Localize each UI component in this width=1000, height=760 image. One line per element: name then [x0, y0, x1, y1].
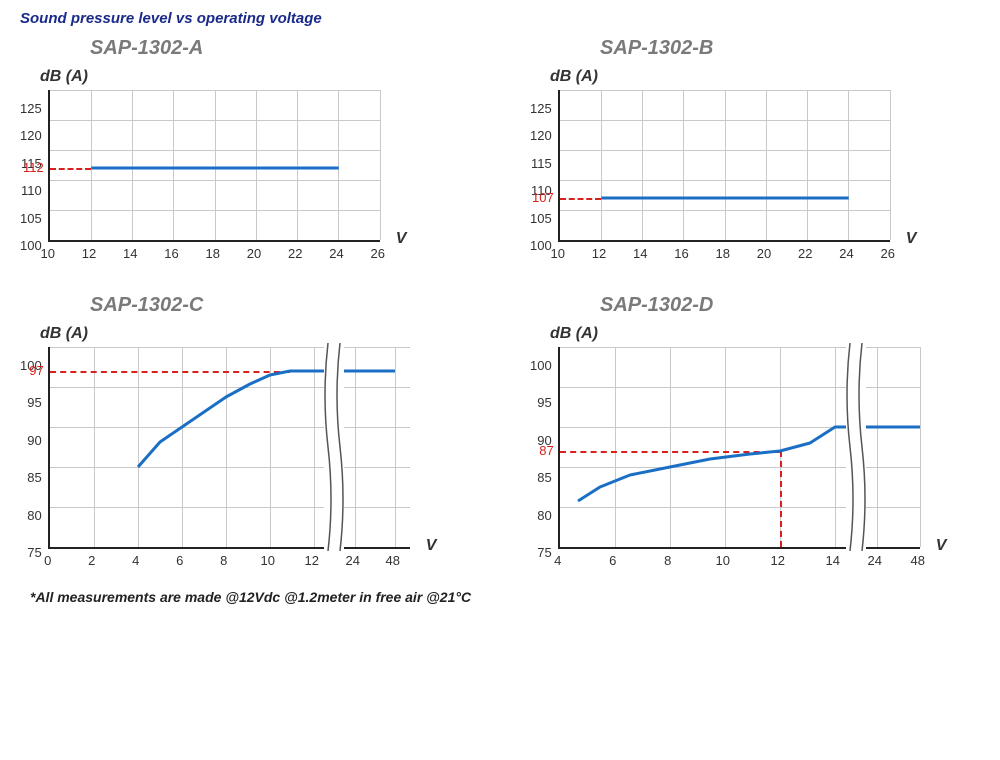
panel-b-marker-label: 107 — [532, 190, 554, 205]
panel-d-title: SAP-1302-D — [600, 294, 980, 317]
panel-c-xlabel: V — [426, 537, 437, 555]
panel-c-marker-label: 97 — [29, 363, 43, 378]
panel-a: SAP-1302-A dB (A) 125120115110105100 101… — [20, 37, 470, 264]
panel-b-title: SAP-1302-B — [600, 37, 980, 60]
footnote: *All measurements are made @12Vdc @1.2me… — [30, 589, 980, 605]
chart-grid: SAP-1302-A dB (A) 125120115110105100 101… — [20, 37, 980, 571]
panel-d: SAP-1302-D dB (A) 1009590858075 46810121… — [530, 294, 980, 571]
axis-break-icon — [324, 343, 344, 551]
panel-a-ylabel: dB (A) — [40, 68, 470, 86]
panel-b: SAP-1302-B dB (A) 125120115110105100 101… — [530, 37, 980, 264]
panel-d-marker-label: 87 — [539, 443, 553, 458]
panel-b-yticks: 125120115110105100 — [530, 102, 558, 252]
panel-d-plot — [558, 347, 920, 549]
panel-d-yticks: 1009590858075 — [530, 359, 558, 559]
panel-a-yticks: 125120115110105100 — [20, 102, 48, 252]
panel-d-xlabel: V — [936, 537, 947, 555]
panel-b-xlabel: V — [906, 230, 917, 248]
panel-c: SAP-1302-C dB (A) 1009590858075 02468101… — [20, 294, 470, 571]
panel-c-title: SAP-1302-C — [90, 294, 470, 317]
page-title: Sound pressure level vs operating voltag… — [20, 10, 980, 27]
panel-c-ylabel: dB (A) — [40, 325, 470, 343]
panel-a-marker-label: 112 — [23, 160, 44, 175]
panel-c-xticks: 0246810122448 — [48, 553, 408, 571]
panel-a-xlabel: V — [396, 230, 407, 248]
panel-c-yticks: 1009590858075 — [20, 359, 48, 559]
panel-a-xticks: 101214161820222426 — [48, 246, 378, 264]
panel-a-title: SAP-1302-A — [90, 37, 470, 60]
panel-b-xticks: 101214161820222426 — [558, 246, 888, 264]
panel-b-ylabel: dB (A) — [550, 68, 980, 86]
panel-d-ylabel: dB (A) — [550, 325, 980, 343]
panel-b-plot — [558, 90, 890, 242]
panel-d-xticks: 4681012142448 — [558, 553, 918, 571]
panel-a-plot — [48, 90, 380, 242]
panel-c-plot — [48, 347, 410, 549]
axis-break-icon — [846, 343, 866, 551]
